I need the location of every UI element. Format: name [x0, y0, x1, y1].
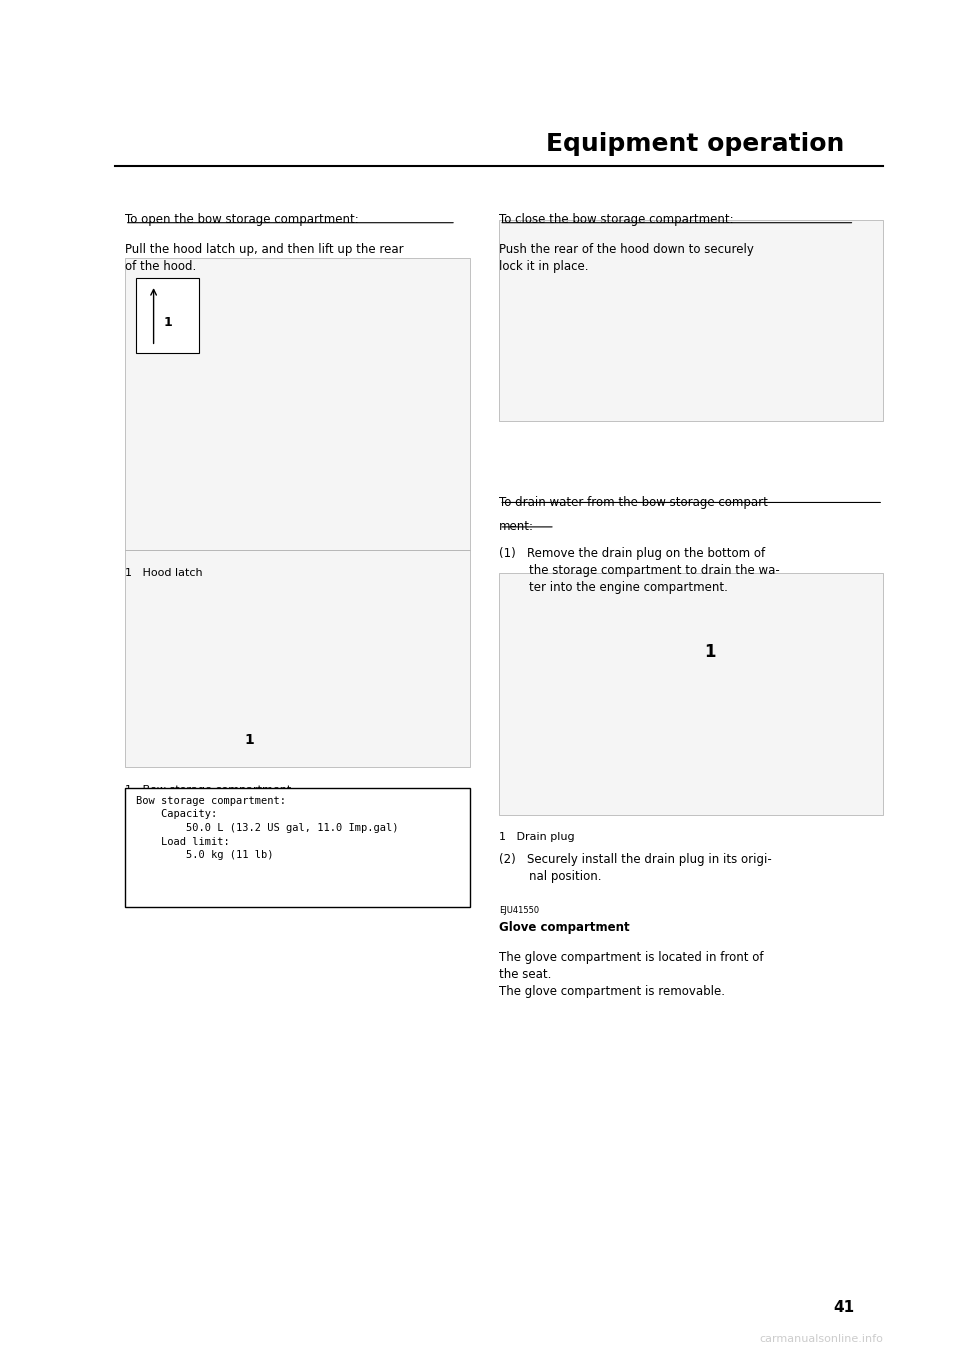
Text: 1   Drain plug: 1 Drain plug — [499, 832, 575, 842]
Text: To close the bow storage compartment:: To close the bow storage compartment: — [499, 213, 733, 227]
Bar — [136, 278, 199, 353]
Text: To open the bow storage compartment:: To open the bow storage compartment: — [125, 213, 358, 227]
Text: 1   Hood latch: 1 Hood latch — [125, 568, 203, 577]
Text: EJU41550: EJU41550 — [499, 906, 540, 915]
FancyBboxPatch shape — [499, 220, 883, 421]
Text: 41: 41 — [833, 1300, 854, 1315]
Text: (1)   Remove the drain plug on the bottom of
        the storage compartment to : (1) Remove the drain plug on the bottom … — [499, 547, 780, 595]
Text: Bow storage compartment:
    Capacity:
        50.0 L (13.2 US gal, 11.0 Imp.gal: Bow storage compartment: Capacity: 50.0 … — [136, 796, 398, 860]
Text: (2)   Securely install the drain plug in its origi-
        nal position.: (2) Securely install the drain plug in i… — [499, 853, 772, 883]
Text: 1: 1 — [705, 642, 716, 661]
Text: Equipment operation: Equipment operation — [546, 132, 845, 156]
Text: 1   Bow storage compartment: 1 Bow storage compartment — [125, 785, 291, 794]
Text: 1: 1 — [245, 733, 254, 747]
FancyBboxPatch shape — [499, 573, 883, 815]
Text: ment:: ment: — [499, 520, 534, 534]
Text: Glove compartment: Glove compartment — [499, 921, 630, 934]
FancyBboxPatch shape — [125, 550, 470, 767]
Text: The glove compartment is located in front of
the seat.
The glove compartment is : The glove compartment is located in fron… — [499, 951, 764, 998]
Text: 1: 1 — [163, 316, 172, 329]
Text: Push the rear of the hood down to securely
lock it in place.: Push the rear of the hood down to secure… — [499, 243, 754, 273]
FancyBboxPatch shape — [125, 788, 470, 907]
Text: Pull the hood latch up, and then lift up the rear
of the hood.: Pull the hood latch up, and then lift up… — [125, 243, 403, 273]
Text: carmanualsonline.info: carmanualsonline.info — [759, 1334, 883, 1343]
Text: To drain water from the bow storage compart-: To drain water from the bow storage comp… — [499, 496, 773, 509]
FancyBboxPatch shape — [125, 258, 470, 550]
